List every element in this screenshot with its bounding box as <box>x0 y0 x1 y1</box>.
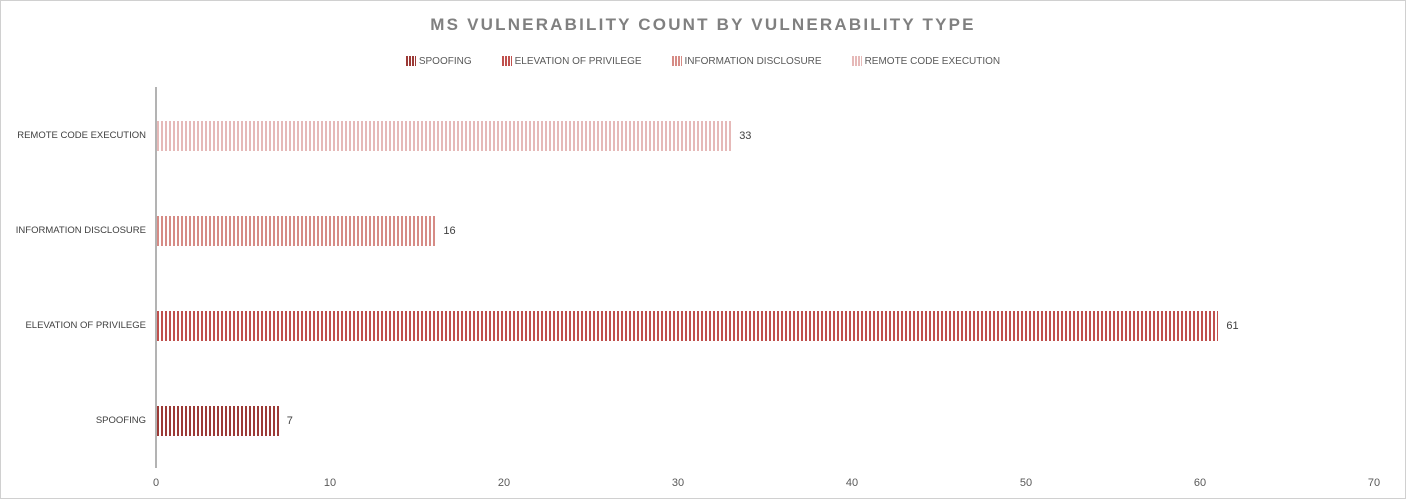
legend-label: ELEVATION OF PRIVILEGE <box>514 55 642 67</box>
legend-item: ELEVATION OF PRIVILEGE <box>501 55 642 67</box>
bar <box>157 120 732 151</box>
x-tick-label: 50 <box>1019 477 1033 489</box>
value-label: 7 <box>286 414 293 427</box>
legend-item: REMOTE CODE EXECUTION <box>851 55 1001 67</box>
legend-item: SPOOFING <box>405 55 472 67</box>
legend-item: INFORMATION DISCLOSURE <box>671 55 822 67</box>
bar <box>157 215 436 246</box>
bar <box>157 310 1219 341</box>
value-label: 16 <box>443 224 456 237</box>
y-axis-line <box>155 87 157 468</box>
legend-label: REMOTE CODE EXECUTION <box>864 55 1001 67</box>
x-tick-label: 30 <box>671 477 685 489</box>
legend-label: INFORMATION DISCLOSURE <box>684 55 822 67</box>
category-label: INFORMATION DISCLOSURE <box>15 224 146 236</box>
bar-row: ELEVATION OF PRIVILEGE 61 <box>1 310 1405 341</box>
bar-row: INFORMATION DISCLOSURE 16 <box>1 215 1405 246</box>
bar-row: SPOOFING 7 <box>1 405 1405 436</box>
legend: SPOOFING ELEVATION OF PRIVILEGE INFORMATIO… <box>1 53 1405 69</box>
bar-row: REMOTE CODE EXECUTION 33 <box>1 120 1405 151</box>
x-tick-label: 60 <box>1193 477 1207 489</box>
value-label: 33 <box>739 129 752 142</box>
legend-swatch-icon <box>671 56 682 66</box>
x-tick-label: 40 <box>845 477 859 489</box>
legend-swatch-icon <box>405 56 416 66</box>
legend-label: SPOOFING <box>418 55 472 67</box>
category-label: ELEVATION OF PRIVILEGE <box>25 319 146 331</box>
chart-title: MS VULNERABILITY COUNT BY VULNERABILITY … <box>430 15 976 34</box>
x-tick-label: 10 <box>323 477 337 489</box>
category-label: REMOTE CODE EXECUTION <box>17 129 146 141</box>
legend-swatch-icon <box>501 56 512 66</box>
legend-swatch-icon <box>851 56 862 66</box>
x-tick-label: 0 <box>152 477 160 489</box>
value-label: 61 <box>1226 319 1239 332</box>
category-label: SPOOFING <box>95 414 146 426</box>
x-tick-label: 70 <box>1367 477 1381 489</box>
bar <box>157 405 279 436</box>
x-tick-label: 20 <box>497 477 511 489</box>
